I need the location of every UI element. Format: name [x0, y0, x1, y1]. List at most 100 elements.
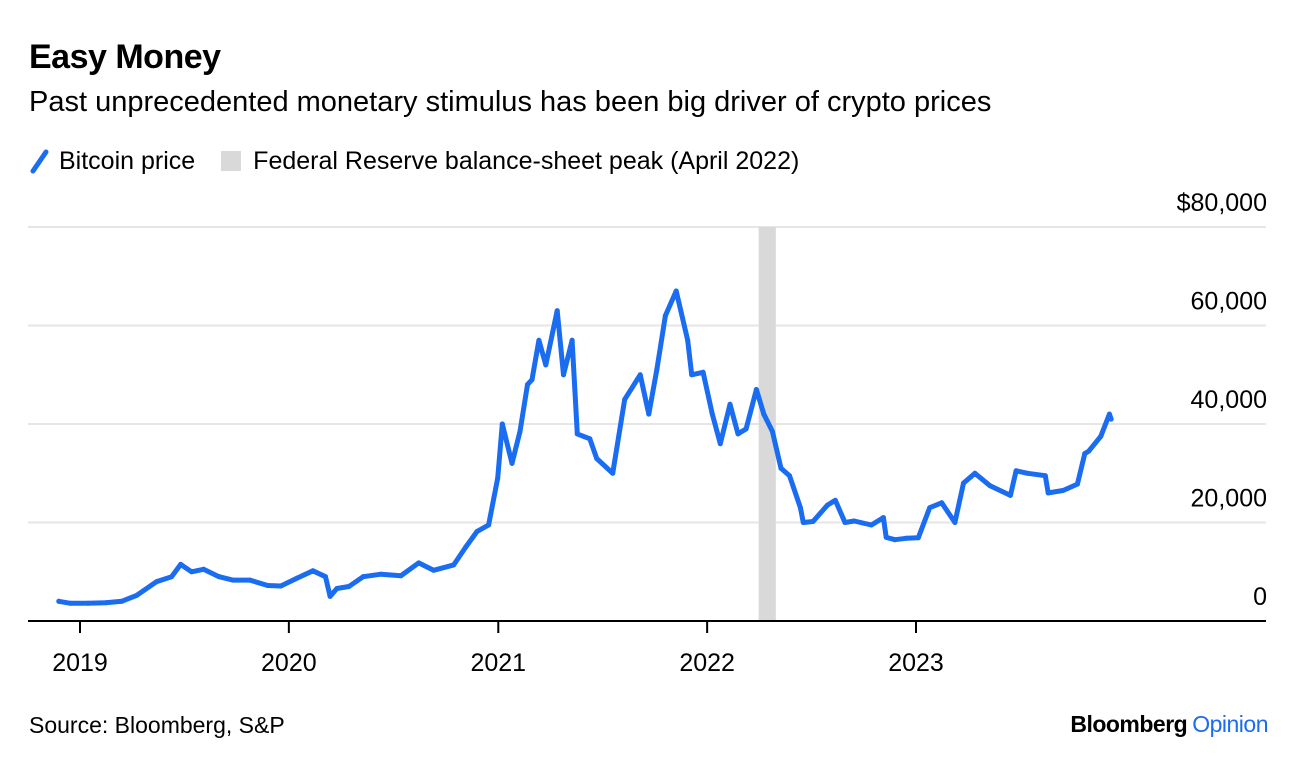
chart-title: Easy Money — [29, 38, 221, 76]
data-point — [322, 574, 328, 580]
data-point — [662, 313, 668, 319]
data-point — [903, 535, 909, 541]
data-point — [561, 372, 567, 378]
data-point — [310, 568, 316, 574]
data-point — [327, 593, 333, 599]
data-point — [543, 362, 549, 368]
data-point — [509, 460, 515, 466]
data-point — [810, 519, 816, 525]
data-point — [1106, 411, 1112, 417]
data-point — [594, 455, 600, 461]
data-point — [463, 544, 469, 550]
data-point — [842, 520, 848, 525]
data-point — [927, 505, 933, 511]
data-point — [727, 401, 733, 407]
data-point — [787, 473, 793, 479]
data-point — [119, 598, 125, 604]
data-point — [689, 372, 695, 378]
x-tick-label: 2022 — [679, 649, 735, 677]
data-point — [1007, 492, 1013, 498]
data-point — [824, 502, 830, 508]
data-point — [646, 411, 652, 417]
data-point — [851, 518, 857, 524]
data-point — [169, 574, 175, 580]
data-point — [189, 569, 195, 575]
data-point — [85, 600, 91, 606]
data-point — [574, 431, 580, 437]
legend-item-bitcoin: Bitcoin price — [29, 146, 195, 176]
legend-label-bitcoin: Bitcoin price — [59, 146, 196, 175]
data-point — [536, 337, 542, 343]
x-tick-label: 2020 — [261, 649, 317, 677]
legend: Bitcoin price Federal Reserve balance-sh… — [29, 146, 825, 176]
x-tick-label: 2019 — [52, 649, 108, 677]
data-point — [346, 584, 352, 590]
data-point — [1086, 448, 1092, 454]
data-point — [1042, 473, 1048, 479]
data-point — [554, 308, 560, 314]
data-point — [587, 436, 593, 442]
brand-name: Bloomberg — [1070, 711, 1188, 737]
chart-subtitle: Past unprecedented monetary stimulus has… — [29, 86, 992, 118]
data-point — [431, 567, 437, 573]
y-tick-label: 0 — [1253, 583, 1267, 611]
data-point — [265, 583, 271, 589]
x-tick-label: 2023 — [888, 649, 944, 677]
data-point — [868, 522, 874, 528]
data-point — [230, 577, 236, 583]
data-point — [939, 500, 945, 506]
data-point — [735, 431, 741, 437]
data-point — [247, 577, 253, 583]
data-point — [569, 337, 575, 343]
data-point — [800, 520, 806, 525]
data-point — [622, 396, 628, 402]
data-point — [1108, 416, 1114, 422]
legend-band-swatch — [221, 151, 242, 171]
data-point — [216, 574, 222, 580]
brand-sub: Opinion — [1192, 711, 1268, 737]
data-point — [972, 470, 978, 476]
y-tick-label: 60,000 — [1191, 288, 1267, 316]
y-tick-label: $80,000 — [1177, 189, 1267, 217]
data-point — [294, 575, 300, 581]
data-point — [743, 426, 749, 432]
data-point — [797, 505, 803, 511]
y-tick-label: 20,000 — [1191, 485, 1267, 513]
data-point — [334, 585, 340, 591]
data-point — [474, 528, 480, 534]
data-point — [1074, 481, 1080, 487]
data-point — [673, 288, 679, 294]
data-point — [154, 579, 160, 585]
data-point — [1025, 470, 1031, 476]
data-point — [637, 372, 643, 378]
data-point — [495, 475, 501, 481]
data-point — [654, 367, 660, 373]
legend-label-fed-peak: Federal Reserve balance-sheet peak (Apri… — [253, 146, 800, 175]
data-point — [778, 465, 784, 471]
data-point — [761, 411, 767, 417]
data-point — [1098, 433, 1104, 439]
legend-line-swatch — [30, 149, 49, 174]
data-point — [1082, 451, 1088, 457]
data-point — [360, 574, 366, 580]
data-point — [753, 387, 759, 393]
data-point — [952, 520, 958, 525]
data-point — [1060, 487, 1066, 493]
x-tick-label: 2021 — [470, 649, 526, 677]
data-point — [769, 428, 775, 434]
data-point — [398, 573, 404, 579]
data-point — [499, 421, 505, 427]
data-point — [892, 537, 898, 543]
data-point — [451, 562, 457, 568]
data-point — [1013, 468, 1019, 474]
brand-logo: Bloomberg Opinion — [1070, 711, 1268, 738]
data-point — [685, 337, 691, 343]
data-point — [378, 571, 384, 577]
data-point — [178, 561, 184, 567]
data-point — [987, 483, 993, 489]
y-tick-label: 40,000 — [1191, 386, 1267, 414]
data-point — [67, 600, 73, 606]
data-point — [880, 515, 886, 521]
data-point — [700, 369, 706, 375]
